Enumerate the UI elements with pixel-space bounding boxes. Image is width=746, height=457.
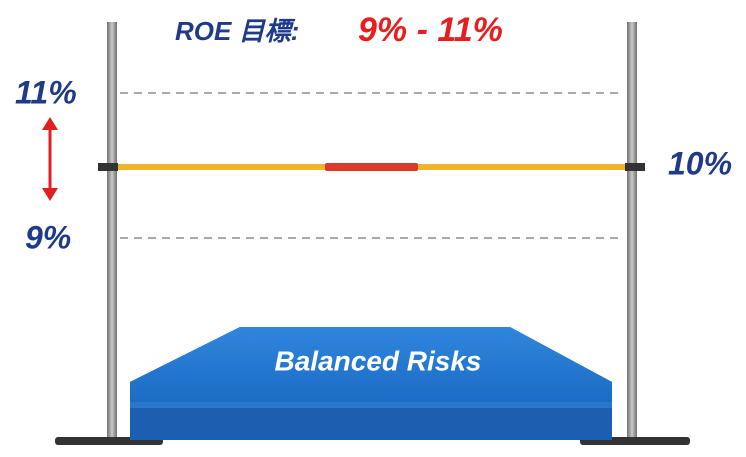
left-pole: [107, 22, 117, 442]
arrow-head-down: [42, 188, 58, 201]
mat-stripe: [130, 402, 612, 408]
title-range: 9% - 11%: [358, 11, 503, 49]
mat-label: Balanced Risks: [275, 345, 482, 376]
crossbar-center: [325, 163, 418, 171]
upper-level: 11%: [15, 74, 77, 110]
mat-top: [130, 327, 612, 402]
arrow-head-up: [42, 117, 58, 130]
bar-holder-right: [625, 163, 645, 171]
right-pole: [627, 22, 637, 442]
lower-level: 9%: [25, 219, 71, 255]
middle-level: 10%: [668, 145, 732, 181]
bar-holder-left: [98, 163, 118, 171]
title-label: ROE 目標:: [175, 16, 299, 46]
